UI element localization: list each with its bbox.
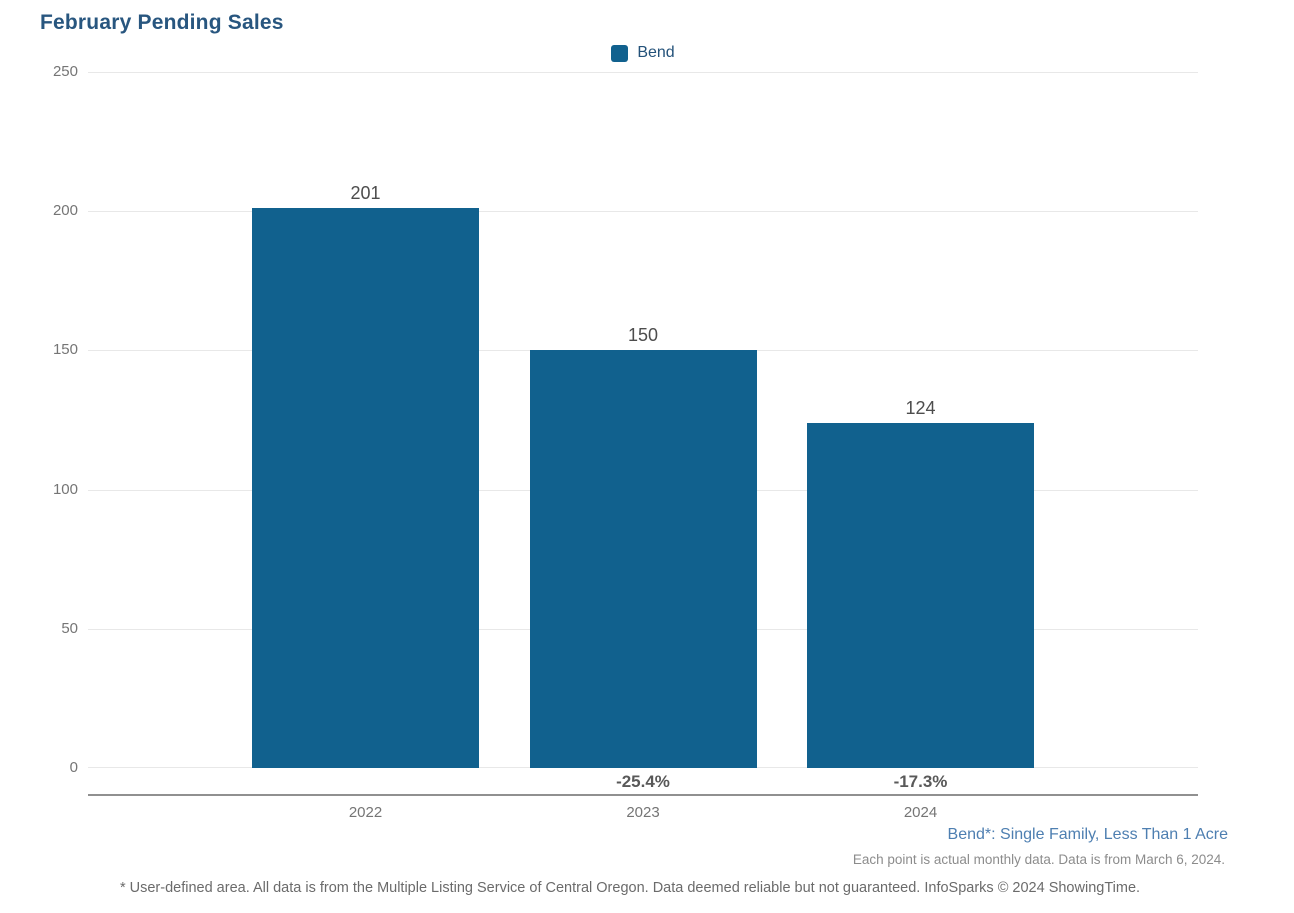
pct-change-2023: -25.4%: [616, 772, 670, 791]
bar-value-2024: 124: [905, 398, 936, 418]
bar-2023[interactable]: [529, 350, 757, 768]
bar-2022[interactable]: [252, 208, 479, 768]
y-tick-label-0: 0: [69, 759, 78, 776]
series-definition-note: Bend*: Single Family, Less Than 1 Acre: [947, 826, 1228, 843]
x-axis-label-2024: 2024: [903, 804, 938, 821]
y-tick-label-100: 100: [52, 480, 78, 498]
y-tick-label-50: 50: [61, 619, 78, 637]
x-axis-line: [88, 794, 1198, 796]
legend-label: Bend: [637, 44, 675, 61]
bar-2024[interactable]: [807, 423, 1034, 768]
y-tick-label-150: 150: [52, 341, 78, 359]
x-axis-label-2023: 2023: [626, 804, 660, 821]
legend-item-bend[interactable]: Bend: [611, 44, 675, 62]
chart-title: February Pending Sales: [40, 11, 284, 34]
bar-value-2022: 201: [350, 183, 381, 203]
y-tick-label-250: 250: [52, 63, 78, 80]
footer-disclaimer: * User-defined area. All data is from th…: [119, 880, 1141, 896]
x-axis-label-2022: 2022: [348, 804, 383, 821]
gridline-250: [88, 72, 1198, 73]
plot-area: 201 150 124: [88, 72, 1198, 768]
y-tick-label-200: 200: [52, 202, 78, 220]
pct-change-2024: -17.3%: [893, 772, 948, 791]
legend-swatch-icon: [611, 44, 629, 62]
gridline-200: [88, 211, 1198, 213]
bar-value-2023: 150: [627, 325, 659, 345]
legend: Bend: [88, 44, 1198, 62]
data-source-note: Each point is actual monthly data. Data …: [852, 852, 1225, 867]
